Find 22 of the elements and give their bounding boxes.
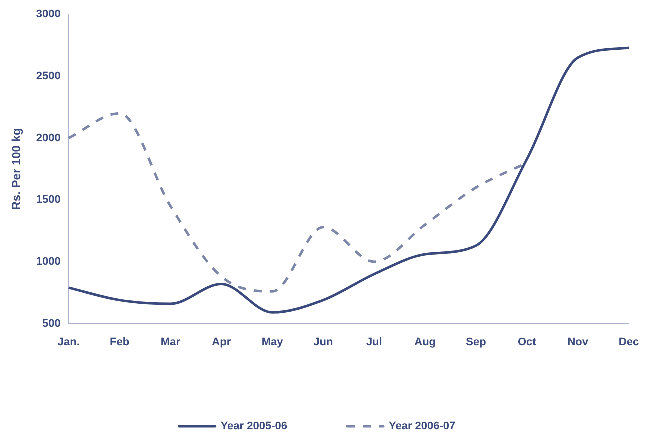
x-tick-label: Jul <box>366 336 382 348</box>
x-tick-label: Dec <box>618 336 640 348</box>
x-tick-label: Nov <box>568 336 590 348</box>
y-tick-label: 1500 <box>36 194 61 206</box>
x-tick-label: Oct <box>518 336 537 348</box>
legend-label: Year 2006-07 <box>389 420 456 433</box>
x-tick-label: Mar <box>160 336 182 348</box>
x-tick-label: May <box>262 336 284 348</box>
x-tick-label: Aug <box>414 336 436 348</box>
x-tick-label: Jan. <box>58 336 80 348</box>
y-tick-label: 1000 <box>36 256 61 268</box>
x-tick-label: Feb <box>110 336 130 348</box>
line-series <box>68 46 630 314</box>
y-tick-label: 2500 <box>36 70 61 82</box>
y-tick-label: 500 <box>42 318 61 330</box>
y-axis-title: Rs. Per 100 kg <box>10 128 24 210</box>
x-tick-label: Jun <box>314 336 334 348</box>
y-tick-label: 2000 <box>36 132 61 144</box>
x-tick-label: Apr <box>212 336 232 348</box>
y-tick-label: 3000 <box>36 8 61 21</box>
legend-label: Year 2005-06 <box>220 420 288 433</box>
x-tick-label: Sep <box>466 336 487 348</box>
